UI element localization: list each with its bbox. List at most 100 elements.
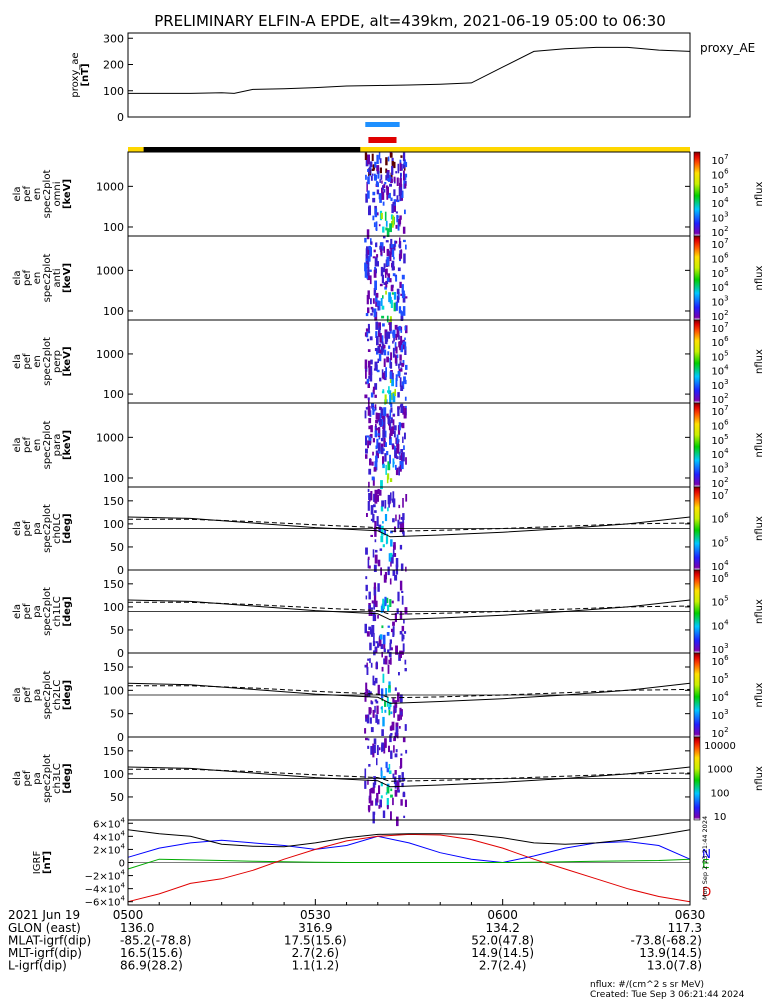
heatmap-cell (395, 301, 398, 311)
heatmap-cell (377, 488, 380, 495)
heatmap-cell (379, 799, 382, 808)
heatmap-cell (371, 625, 375, 635)
heatmap-cell (400, 249, 403, 259)
heatmap-cell (385, 280, 388, 288)
heatmap-cell (376, 494, 379, 502)
heatmap-cell (392, 331, 394, 335)
ephemeris-value: -85.2(-78.8) (120, 934, 191, 948)
heatmap-cell (403, 445, 405, 450)
heatmap-cell (402, 360, 405, 366)
sunlight-segment (128, 147, 144, 152)
y-tick-label: −4×104 (85, 882, 126, 896)
y-label-line: ch0LC (52, 513, 63, 544)
heatmap-cell (382, 341, 384, 347)
heatmap-cell (404, 173, 408, 178)
heatmap-cell (397, 163, 400, 174)
red-zone-bar (368, 137, 397, 143)
heatmap-cell (392, 458, 395, 468)
y-tick-label: 0 (117, 564, 124, 577)
heatmap-cell (399, 464, 402, 472)
heatmap-cell (367, 779, 369, 785)
heatmap-cell (366, 260, 369, 268)
heatmap-cell (386, 186, 389, 195)
heatmap-cell (378, 747, 381, 751)
heatmap-cell (387, 461, 391, 471)
heatmap-cell (374, 778, 377, 785)
heatmap-cell (384, 286, 387, 290)
heatmap-cell (398, 451, 401, 455)
heatmap-cell (390, 417, 393, 424)
y-axis-label: ela pef en spec2plot para [keV] (12, 421, 73, 470)
heatmap-cell (380, 795, 383, 799)
x-tick-label: 0500 (113, 908, 144, 922)
heatmap-cell (386, 256, 390, 266)
heatmap-cell (400, 563, 404, 571)
heatmap-cell (388, 706, 391, 710)
y-label-line: pa (32, 772, 43, 784)
ephemeris-value: 13.9(14.5) (639, 946, 702, 960)
heatmap-cell (388, 386, 390, 395)
heatmap-cell (365, 193, 368, 203)
heatmap-cell (405, 244, 407, 250)
heatmap-cell (371, 461, 374, 466)
colorbar-tick-label: 10 (714, 812, 727, 823)
y-tick-label: 50 (110, 541, 124, 554)
heatmap-cell (399, 544, 403, 550)
heatmap-cell (372, 407, 375, 415)
heatmap-cell (369, 793, 372, 803)
heatmap-cell (371, 600, 374, 604)
heatmap-cell (392, 347, 395, 358)
y-label-line: [nT] (42, 851, 53, 874)
heatmap-cell (400, 449, 404, 453)
y-label-line: spec2plot (42, 421, 53, 470)
heatmap-cell (378, 419, 382, 426)
heatmap-cell (385, 268, 388, 275)
heatmap-cell (370, 241, 373, 245)
heatmap-cell (390, 172, 393, 179)
heatmap-cell (377, 442, 381, 451)
y-tick-label: 100 (103, 85, 124, 98)
y-tick-label: 150 (103, 495, 124, 508)
heatmap-cell (398, 218, 402, 225)
heatmap-cell (390, 247, 393, 255)
y-label-line: pef (22, 186, 33, 203)
heatmap-cell (395, 645, 398, 655)
heatmap-cell (372, 640, 376, 647)
heatmap-cell (373, 504, 376, 508)
heatmap-cell (373, 595, 377, 605)
heatmap-cell (387, 507, 389, 512)
heatmap-cell (405, 749, 408, 754)
heatmap-cell (394, 553, 397, 557)
heatmap-cell (400, 173, 402, 180)
heatmap-cell (378, 450, 381, 454)
heatmap-cell (388, 709, 391, 716)
igrf-line-e (127, 858, 691, 870)
colorbar-tick-label: 104 (711, 364, 729, 378)
heatmap-cell (390, 403, 393, 408)
heatmap-cell (377, 170, 380, 179)
y-label-line: en (32, 188, 43, 201)
heatmap-cell (395, 171, 397, 174)
heatmap-cell (403, 175, 407, 181)
colorbar (693, 402, 701, 488)
heatmap-cell (374, 705, 376, 713)
heatmap-cell (398, 422, 401, 431)
heatmap-cell (370, 433, 373, 439)
heatmap-cell (399, 178, 402, 188)
heatmap-cell (367, 190, 370, 199)
heatmap-cell (389, 433, 391, 440)
y-tick-label: 0 (119, 859, 125, 870)
colorbar-tick-label: 102 (711, 726, 728, 740)
heatmap-cell (368, 206, 371, 216)
heatmap-cell (378, 152, 381, 160)
heatmap-cell (382, 372, 385, 380)
heatmap-cell (394, 355, 397, 364)
heatmap-cell (380, 688, 384, 699)
heatmap-cell (396, 444, 400, 454)
heatmap-cell (374, 494, 378, 504)
heatmap-cell (376, 705, 379, 715)
y-tick-label: 6×104 (93, 816, 125, 830)
heatmap-cell (403, 170, 405, 181)
